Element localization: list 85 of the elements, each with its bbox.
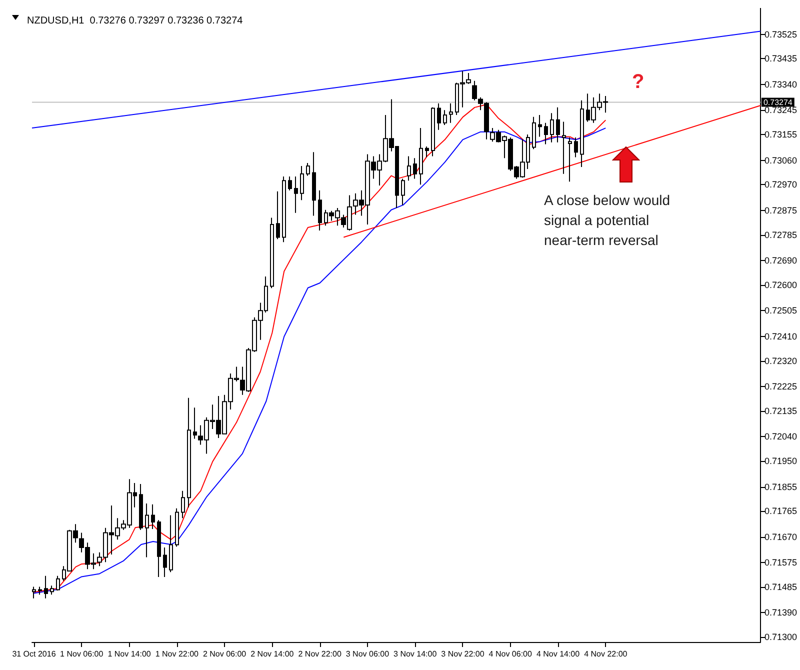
ref-line-label: 0.73274 [763, 98, 793, 107]
x-tick-label: 2 Nov 06:00 [202, 650, 247, 658]
candlestick [32, 586, 36, 599]
y-tick-label: 0.73060 [764, 155, 798, 166]
candlestick [282, 176, 286, 243]
candlestick [419, 128, 423, 186]
x-tick-label: 2 Nov 22:00 [298, 650, 342, 658]
y-tick-label: 0.72410 [764, 331, 798, 342]
candlestick [312, 152, 316, 216]
y-tick-label: 0.71575 [764, 558, 798, 568]
x-tick-label: 1 Nov 06:00 [60, 650, 104, 658]
candlestick [38, 586, 42, 596]
y-tick-label: 0.72875 [764, 205, 798, 216]
candlestick [270, 217, 274, 289]
y-tick-label: 0.72505 [764, 306, 798, 316]
y-tick-label: 0.73435 [764, 54, 798, 64]
y-tick-label: 0.71485 [764, 582, 798, 592]
x-tick-label: 4 Nov 06:00 [488, 650, 532, 658]
candlestick [193, 407, 197, 440]
y-tick-label: 0.72690 [764, 256, 798, 266]
annotation: A close below would signal a potential near-term reversal [544, 192, 674, 248]
candlestick [163, 546, 167, 578]
text: NZDUSD,H1 0.73276 0.73297 0.73236 0.73274 [27, 16, 244, 26]
x-tick-label: 1 Nov 14:00 [108, 650, 152, 658]
y-tick-label: 0.72040 [764, 432, 798, 442]
candlestick [300, 165, 304, 201]
annotation: ? [632, 71, 644, 93]
y-tick-label: 0.72225 [764, 382, 798, 392]
y-tick-label: 0.73340 [764, 79, 798, 90]
candlestick [175, 508, 179, 548]
candlestick [169, 514, 173, 573]
candlestick [532, 116, 536, 150]
candlestick [568, 137, 572, 182]
x-tick-label: 3 Nov 22:00 [441, 650, 485, 658]
candlestick [449, 102, 453, 124]
y-tick-label: 0.71855 [764, 482, 798, 492]
candlestick [472, 80, 477, 101]
candlestick [50, 585, 54, 596]
candlestick [413, 158, 417, 180]
candlestick [562, 121, 566, 174]
y-tick-label: 0.72320 [764, 356, 798, 366]
y-tick-label: 0.73525 [764, 29, 798, 40]
x-tick-label: 1 Nov 22:00 [155, 650, 200, 658]
candlestick [318, 190, 322, 231]
y-tick-label: 0.71765 [764, 506, 798, 516]
candlestick [187, 397, 191, 508]
candlestick [151, 504, 155, 530]
candlestick [407, 156, 411, 182]
x-tick-label: 31 Oct 2016 [12, 650, 56, 658]
y-tick-label: 0.71300 [764, 632, 798, 642]
candlestick [431, 106, 435, 157]
candlestick [538, 114, 542, 138]
candlestick [425, 146, 429, 158]
candlestick [574, 137, 578, 158]
candlestick [56, 575, 60, 592]
candlestick [437, 102, 441, 130]
x-tick-label: 3 Nov 14:00 [394, 650, 438, 658]
x-tick-label: 4 Nov 14:00 [536, 650, 580, 658]
candlestick [276, 190, 280, 240]
y-tick-label: 0.72135 [764, 406, 798, 416]
y-tick-label: 0.71950 [764, 456, 798, 466]
candlestick [544, 122, 548, 145]
candlestick [288, 176, 292, 191]
y-tick-label: 0.73245 [764, 105, 798, 116]
candlestick [44, 575, 48, 599]
y-tick-label: 0.72600 [764, 280, 798, 290]
candlestick [401, 178, 405, 206]
y-tick-label: 0.72785 [764, 230, 798, 240]
candlestick [443, 110, 447, 126]
x-tick-label: 3 Nov 06:00 [346, 650, 390, 658]
y-tick-label: 0.73155 [764, 130, 798, 140]
x-tick-label: 2 Nov 14:00 [250, 650, 294, 658]
y-tick-label: 0.71670 [764, 532, 798, 542]
candlestick [181, 490, 185, 519]
candlestick [139, 484, 143, 530]
candlestick [306, 162, 310, 176]
candlestick [294, 176, 298, 214]
y-tick-label: 0.71390 [764, 608, 798, 618]
x-tick-label: 4 Nov 22:00 [584, 650, 628, 658]
y-tick-label: 0.72970 [764, 180, 798, 190]
candlestick [157, 520, 161, 578]
candlestick [145, 503, 149, 558]
candlestick [580, 100, 584, 168]
candlestick [556, 106, 560, 143]
candlestick [550, 112, 554, 143]
